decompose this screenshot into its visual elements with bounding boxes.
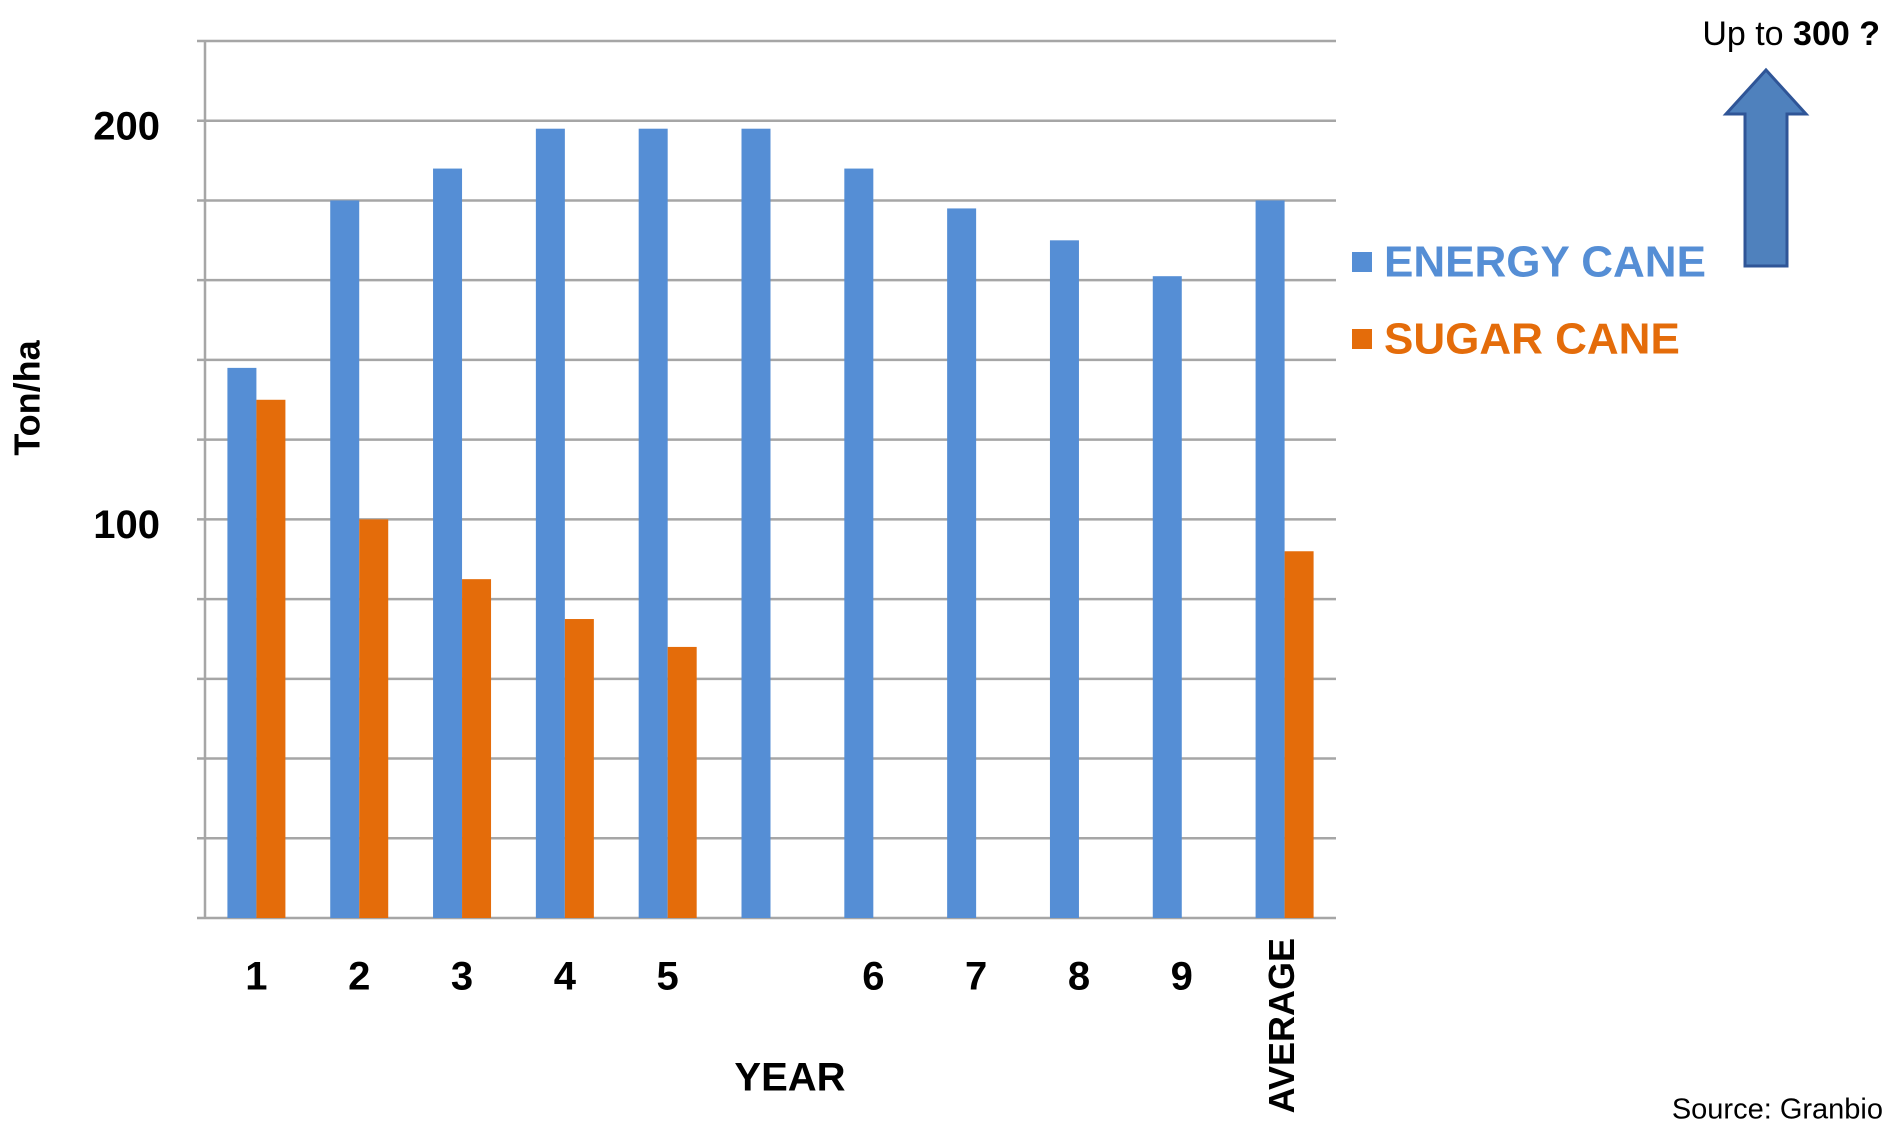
legend-swatch (1352, 329, 1372, 349)
bar (1049, 240, 1079, 918)
source: Source: Granbio (1672, 1094, 1883, 1126)
x-tick-label: 2 (348, 955, 370, 999)
x-tick-label: 8 (1068, 955, 1090, 999)
annotation: Up to 300 ? (1702, 15, 1880, 53)
x-axis-label: YEAR (734, 1056, 845, 1100)
x-tick-label: 5 (657, 955, 679, 999)
bar (741, 128, 771, 918)
bar (433, 168, 463, 919)
bar (1255, 200, 1285, 919)
x-tick-label: 7 (965, 955, 987, 999)
bar (638, 128, 668, 918)
legend-label: ENERGY CANE (1384, 238, 1706, 287)
bar (256, 399, 286, 919)
bar (1152, 276, 1182, 919)
x-tick-label: 4 (554, 955, 577, 999)
y-tick-label: 100 (93, 503, 160, 547)
bar (947, 208, 977, 919)
bar (359, 519, 389, 918)
bar (844, 168, 874, 919)
x-tick-label: 1 (245, 955, 267, 999)
bar (1284, 551, 1314, 918)
y-tick-label: 200 (93, 104, 160, 148)
bar (564, 619, 594, 918)
arrow (1722, 67, 1810, 268)
bar (535, 128, 565, 918)
bar (667, 646, 697, 918)
bar (462, 579, 492, 918)
x-tick-label: AVERAGE (1261, 938, 1302, 1113)
x-tick-label: 9 (1171, 955, 1193, 999)
legend-swatch (1352, 252, 1372, 272)
legend-label: SUGAR CANE (1384, 315, 1680, 364)
x-tick-label: 6 (862, 955, 884, 999)
y-axis-label: Ton/ha (7, 339, 48, 455)
bar (227, 367, 257, 918)
x-tick-label: 3 (451, 955, 473, 999)
bar (330, 200, 360, 919)
